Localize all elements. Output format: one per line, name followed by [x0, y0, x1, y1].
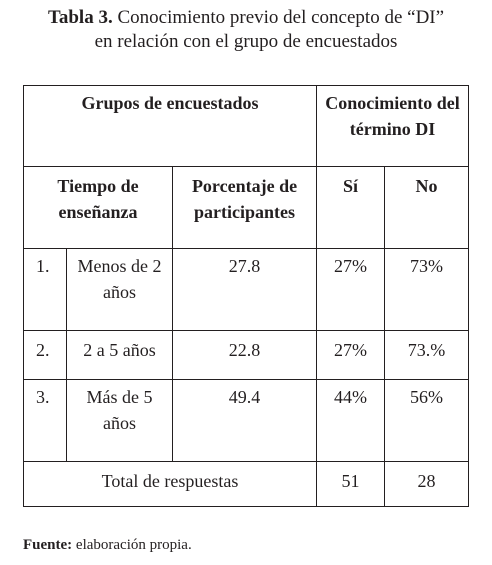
- header-cell: Grupos de encuestados: [22, 85, 318, 167]
- table-row: 3. Más de 5 años 49.4 44% 56%: [23, 379, 470, 462]
- table-cell: 2 a 5 años: [66, 330, 173, 380]
- table-cell: 73.%: [384, 330, 470, 380]
- table-cell: Más de 5 años: [66, 379, 173, 462]
- table-cell: 73%: [384, 248, 470, 331]
- table-cell: 2.: [23, 330, 67, 380]
- source: Fuente: elaboración propia.: [23, 537, 192, 554]
- table-cell: 28: [384, 461, 470, 507]
- caption-line: Conocimiento previo del concepto de “DI”: [117, 7, 445, 28]
- table-cell: 27%: [316, 330, 386, 380]
- data-table: Grupos de encuestados Conocimiento del t…: [22, 85, 470, 507]
- table-cell: 49.4: [171, 379, 318, 462]
- caption-line: en relación con el grupo de encuestados: [94, 31, 398, 52]
- table-cell: Menos de 2 años: [66, 248, 173, 331]
- header-cell: Tiempo de enseñanza: [23, 166, 173, 249]
- caption-label: Tabla 3.: [47, 7, 113, 28]
- header-cell: No: [384, 166, 470, 249]
- table-cell: 1.: [23, 248, 67, 331]
- source-label: Fuente:: [23, 537, 73, 553]
- table-cell: Total de respuestas: [22, 461, 318, 507]
- table-cell: 3.: [23, 379, 67, 462]
- header-cell: Porcentaje de participantes: [171, 166, 318, 249]
- table-cell: 51: [316, 461, 386, 507]
- table-cell: 44%: [316, 379, 386, 462]
- table-cell: 27.8: [171, 248, 318, 331]
- caption: Tabla 3. Conocimiento previo del concept…: [0, 6, 492, 54]
- table-cell: 22.8: [171, 330, 318, 380]
- source-text: elaboración propia.: [75, 537, 192, 553]
- table-cell: 27%: [316, 248, 386, 331]
- header-cell: Conocimiento del término DI: [316, 85, 470, 167]
- table-row: Total de respuestas 51 28: [22, 461, 470, 507]
- table-row: 1. Menos de 2 años 27.8 27% 73%: [23, 248, 470, 331]
- table-body: 1. Menos de 2 años 27.8 27% 73% 2. 2 a 5 años 2…: [22, 248, 470, 507]
- header-cell: Sí: [316, 166, 386, 249]
- table-cell: 56%: [384, 379, 470, 462]
- table-row: 2. 2 a 5 años 22.8 27% 73.%: [23, 330, 470, 380]
